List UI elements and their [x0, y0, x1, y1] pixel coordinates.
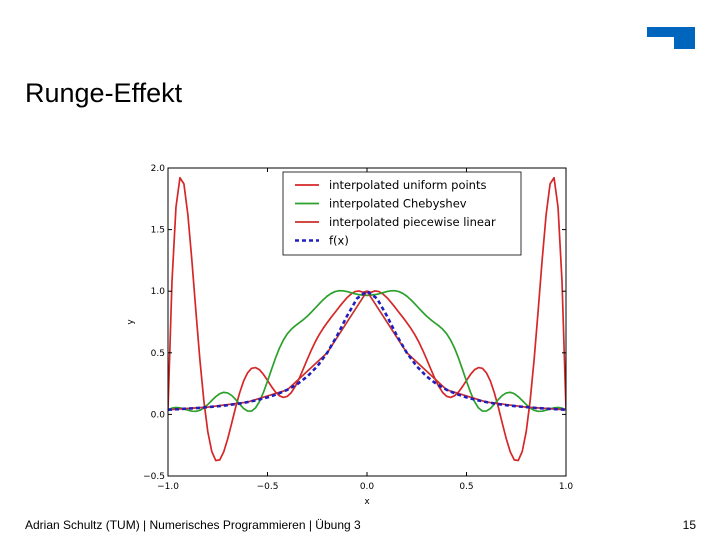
x-tick-label: 0.0	[360, 482, 375, 492]
series-line-2	[168, 289, 566, 413]
y-tick-label: 0.0	[151, 410, 166, 420]
y-tick-label: 0.5	[151, 349, 165, 359]
slide-title: Runge-Effekt	[25, 78, 183, 108]
runge-chart: −1.0 −0.5 0.0 0.5 1.0−0.50.00.51.01.52.0 x y…	[126, 164, 573, 507]
tum-logo-shape	[647, 27, 695, 49]
legend: interpolated uniform points interpolated …	[282, 171, 522, 256]
y-axis-label: y	[126, 319, 136, 325]
x-tick-label: 1.0	[559, 482, 574, 492]
legend-label: interpolated piecewise linear	[329, 215, 496, 229]
x-tick-label: 0.5	[459, 482, 473, 492]
y-tick-label: 1.5	[151, 226, 165, 236]
chart-area: −1.0 −0.5 0.0 0.5 1.0 −0.5 0.0 0.5 1.0 1.5 2.0 x y…	[125, 155, 580, 510]
y-tick-label: −0.5	[143, 472, 165, 482]
tum-logo-icon	[647, 27, 695, 49]
series-line-4	[168, 289, 566, 412]
legend-box	[282, 171, 522, 256]
y-tick-label: 2.0	[151, 164, 166, 174]
y-tick-label: 1.0	[151, 287, 166, 297]
plot-lines	[168, 176, 566, 462]
series-line-3	[168, 290, 566, 411]
x-tick-label: −0.5	[257, 482, 279, 492]
footer-text: Adrian Schultz (TUM) | Numerisches Progr…	[25, 518, 361, 532]
page-number: 15	[682, 518, 696, 532]
legend-label: interpolated uniform points	[329, 178, 486, 192]
axis-ticks: −1.0 −0.5 0.0 0.5 1.0−0.50.00.51.01.52.0	[143, 164, 573, 492]
legend-label: f(x)	[329, 234, 349, 248]
legend-label: interpolated Chebyshev	[329, 197, 467, 211]
x-axis-label: x	[364, 497, 370, 507]
x-tick-label: −1.0	[157, 482, 179, 492]
